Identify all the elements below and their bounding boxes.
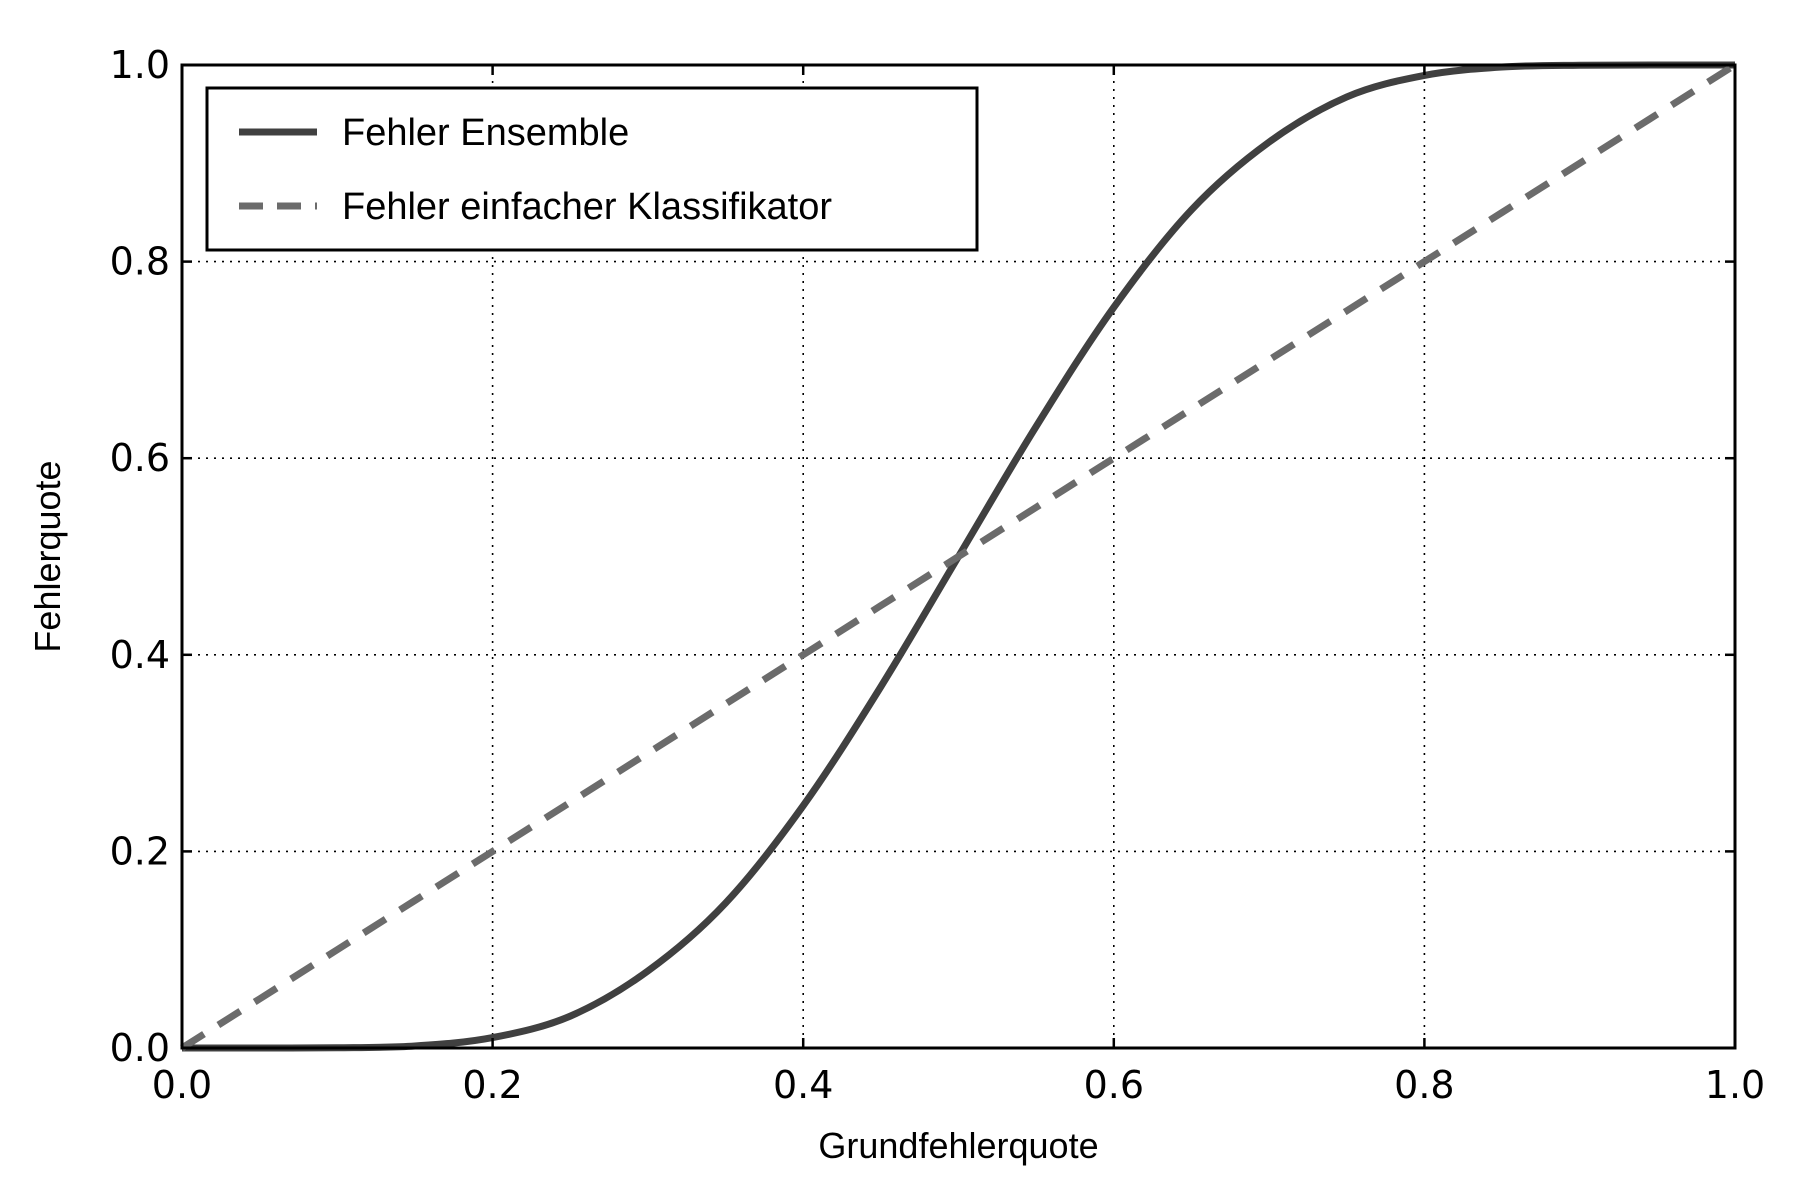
y-tick-label: 1.0 bbox=[110, 43, 170, 87]
grid-lines bbox=[182, 65, 1735, 1048]
y-axis-title: Fehlerquote bbox=[27, 460, 68, 652]
x-tick-label: 0.0 bbox=[152, 1063, 212, 1107]
x-tick-label: 0.6 bbox=[1084, 1063, 1144, 1107]
y-tick-label: 0.0 bbox=[110, 1026, 170, 1070]
x-tick-label: 1.0 bbox=[1705, 1063, 1765, 1107]
series-lines bbox=[180, 61, 1737, 1052]
series-line-einfacher-klassifikator bbox=[180, 62, 1737, 1051]
x-tick-label: 0.4 bbox=[773, 1063, 833, 1107]
legend-label-einfacher-klassifikator: Fehler einfacher Klassifikator bbox=[342, 186, 832, 228]
y-tick-label: 0.8 bbox=[110, 240, 170, 284]
x-axis-title: Grundfehlerquote bbox=[818, 1125, 1098, 1166]
ticks bbox=[180, 63, 1737, 1050]
legend-box bbox=[205, 86, 979, 252]
legend: Fehler Ensemble Fehler einfacher Klassif… bbox=[205, 86, 979, 252]
legend-label-ensemble: Fehler Ensemble bbox=[342, 112, 629, 154]
tick-labels: 0.0 0.2 0.4 0.6 0.8 1.0 0.0 0.2 0.4 0.6 0.8 1.0 bbox=[110, 43, 1766, 1107]
y-tick-label: 0.2 bbox=[110, 829, 170, 873]
x-tick-label: 0.8 bbox=[1394, 1063, 1454, 1107]
y-tick-label: 0.6 bbox=[110, 436, 170, 480]
plot-frame bbox=[180, 63, 1737, 1050]
x-tick-label: 0.2 bbox=[462, 1063, 522, 1107]
y-tick-label: 0.4 bbox=[110, 633, 170, 677]
